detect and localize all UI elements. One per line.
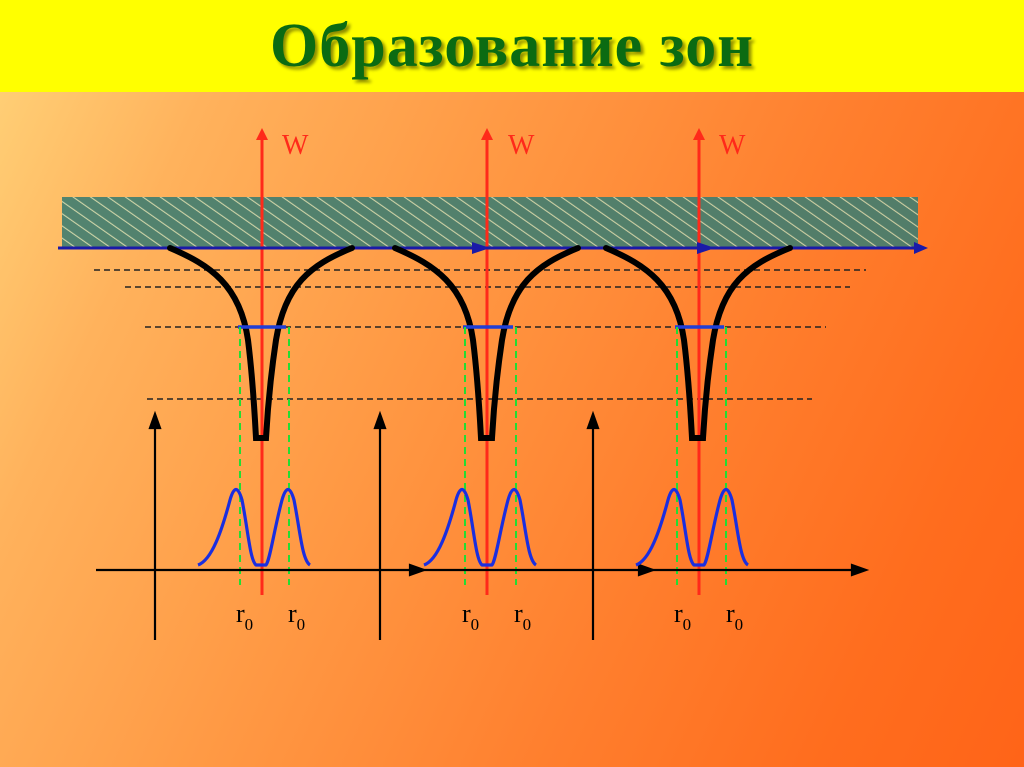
arrow-up-icon — [586, 410, 600, 430]
wavefunction-1 — [197, 487, 312, 567]
energy-band — [62, 197, 918, 247]
r0-guides — [239, 327, 727, 585]
w-label-1: W — [282, 130, 309, 161]
r0-label-3b: r0 — [726, 599, 743, 634]
potential-wells — [167, 245, 793, 441]
wavefunctions — [197, 487, 750, 567]
w-label-2: W — [508, 130, 535, 161]
arrow-up-icon — [373, 410, 387, 430]
r0-label-1b: r0 — [288, 599, 305, 634]
r0-label-3a: r0 — [674, 599, 691, 634]
r0-label-2a: r0 — [462, 599, 479, 634]
potential-well-1 — [167, 245, 355, 441]
wavefunction-2 — [423, 487, 538, 567]
arrow-up-icon — [148, 410, 162, 430]
title-bar: Образование зон — [0, 0, 1024, 92]
r0-label-2b: r0 — [514, 599, 531, 634]
potential-well-3 — [603, 245, 793, 441]
probability-axes — [96, 410, 870, 640]
wavefunction-3 — [635, 487, 750, 567]
w-axes — [256, 128, 705, 595]
page-title: Образование зон — [270, 11, 754, 80]
horizontal-axis-arrowheads — [472, 242, 715, 254]
r0-label-1a: r0 — [236, 599, 253, 634]
potential-well-2 — [392, 245, 581, 441]
w-label-3: W — [719, 130, 746, 161]
arrow-right-icon — [472, 242, 490, 254]
arrow-right-icon — [697, 242, 715, 254]
